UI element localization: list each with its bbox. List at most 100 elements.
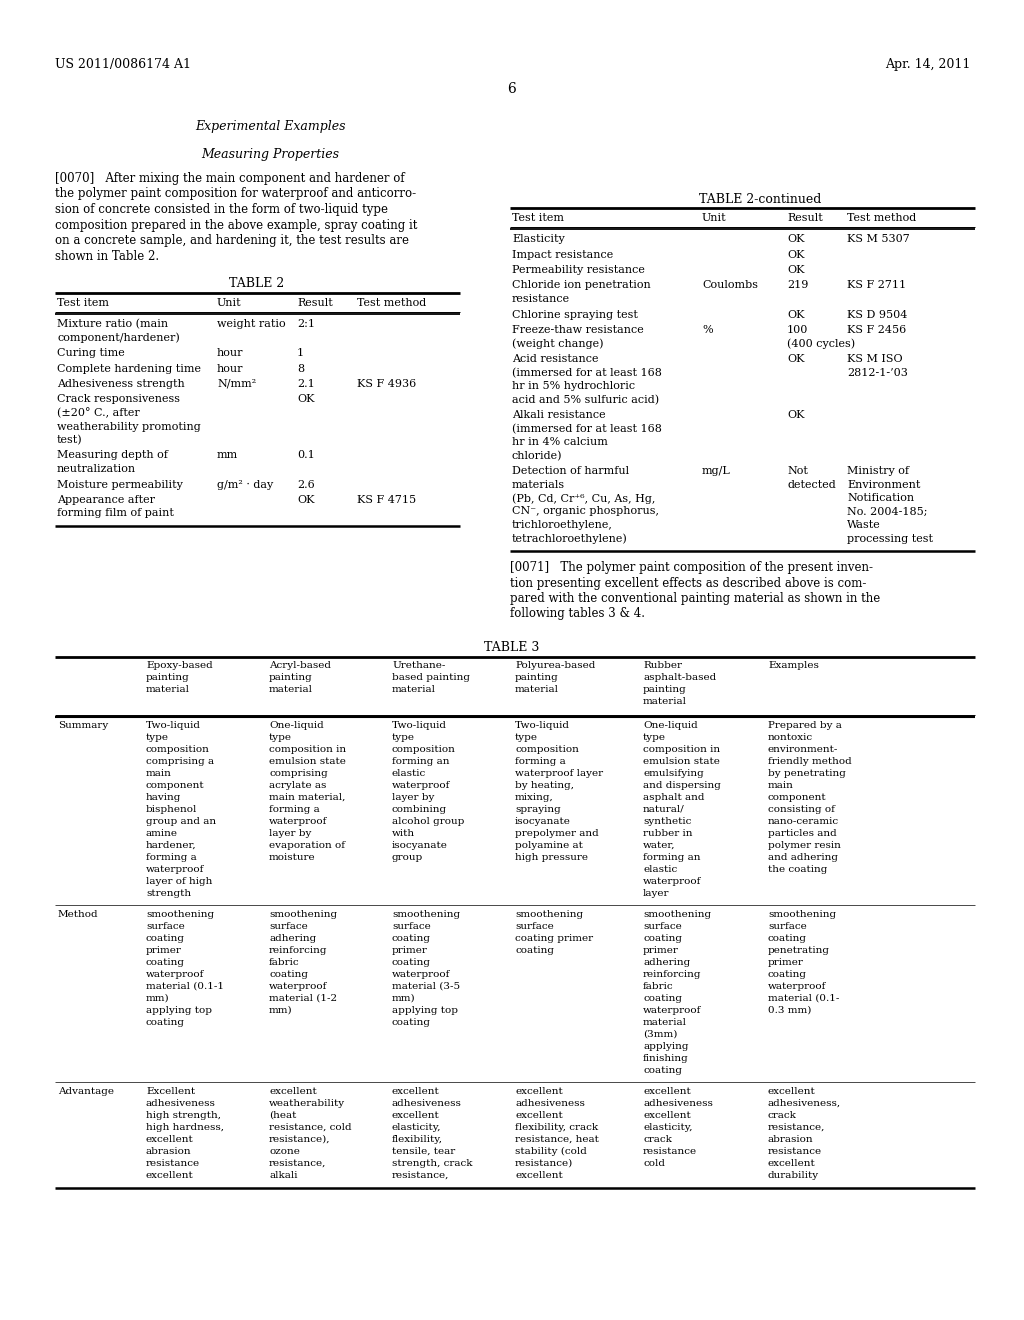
Text: Chloride ion penetration: Chloride ion penetration [512, 281, 650, 290]
Text: Two-liquid: Two-liquid [146, 721, 201, 730]
Text: tetrachloroethylene): tetrachloroethylene) [512, 533, 628, 544]
Text: OK: OK [787, 354, 805, 364]
Text: shown in Table 2.: shown in Table 2. [55, 249, 159, 263]
Text: material: material [643, 1018, 687, 1027]
Text: Unit: Unit [217, 298, 242, 308]
Text: high strength,: high strength, [146, 1111, 221, 1119]
Text: No. 2004-185;: No. 2004-185; [847, 507, 928, 516]
Text: Two-liquid: Two-liquid [515, 721, 570, 730]
Text: 6: 6 [508, 82, 516, 96]
Text: CN⁻, organic phosphorus,: CN⁻, organic phosphorus, [512, 507, 659, 516]
Text: composition in: composition in [643, 744, 720, 754]
Text: material (3-5: material (3-5 [392, 982, 460, 991]
Text: waterproof: waterproof [146, 970, 205, 979]
Text: hour: hour [217, 348, 244, 358]
Text: One-liquid: One-liquid [269, 721, 324, 730]
Text: strength, crack: strength, crack [392, 1159, 472, 1168]
Text: Measuring depth of: Measuring depth of [57, 450, 168, 461]
Text: alkali: alkali [269, 1171, 298, 1180]
Text: Appearance after: Appearance after [57, 495, 155, 506]
Text: [0071]   The polymer paint composition of the present inven-: [0071] The polymer paint composition of … [510, 561, 873, 574]
Text: flexibility,: flexibility, [392, 1135, 443, 1144]
Text: elastic: elastic [392, 770, 426, 777]
Text: neutralization: neutralization [57, 465, 136, 474]
Text: Test item: Test item [512, 213, 564, 223]
Text: OK: OK [787, 234, 805, 244]
Text: composition: composition [515, 744, 579, 754]
Text: smoothening: smoothening [768, 909, 837, 919]
Text: component/hardener): component/hardener) [57, 333, 180, 343]
Text: forming a: forming a [269, 805, 319, 814]
Text: polymer resin: polymer resin [768, 841, 841, 850]
Text: group: group [392, 853, 423, 862]
Text: 2812-1-’03: 2812-1-’03 [847, 367, 908, 378]
Text: and dispersing: and dispersing [643, 781, 721, 789]
Text: primer: primer [146, 946, 182, 954]
Text: smoothening: smoothening [515, 909, 583, 919]
Text: Coulombs: Coulombs [702, 281, 758, 290]
Text: material (0.1-: material (0.1- [768, 994, 840, 1003]
Text: surface: surface [146, 921, 184, 931]
Text: detected: detected [787, 479, 836, 490]
Text: amine: amine [146, 829, 178, 838]
Text: Freeze-thaw resistance: Freeze-thaw resistance [512, 325, 644, 335]
Text: (±20° C., after: (±20° C., after [57, 408, 139, 418]
Text: surface: surface [768, 921, 807, 931]
Text: asphalt-based: asphalt-based [643, 673, 716, 682]
Text: smoothening: smoothening [146, 909, 214, 919]
Text: coating: coating [515, 946, 554, 954]
Text: resistance: resistance [146, 1159, 200, 1168]
Text: Urethane-: Urethane- [392, 661, 445, 671]
Text: primer: primer [768, 958, 804, 968]
Text: adhesiveness: adhesiveness [392, 1100, 462, 1107]
Text: Method: Method [58, 909, 98, 919]
Text: coating: coating [146, 1018, 185, 1027]
Text: primer: primer [643, 946, 679, 954]
Text: KS M 5307: KS M 5307 [847, 234, 909, 244]
Text: chloride): chloride) [512, 450, 562, 461]
Text: Two-liquid: Two-liquid [392, 721, 447, 730]
Text: isocyanate: isocyanate [392, 841, 447, 850]
Text: the coating: the coating [768, 865, 827, 874]
Text: waterproof layer: waterproof layer [515, 770, 603, 777]
Text: Environment: Environment [847, 479, 921, 490]
Text: reinforcing: reinforcing [643, 970, 701, 979]
Text: trichloroethylene,: trichloroethylene, [512, 520, 613, 531]
Text: abrasion: abrasion [768, 1135, 814, 1144]
Text: Rubber: Rubber [643, 661, 682, 671]
Text: excellent: excellent [515, 1086, 563, 1096]
Text: Notification: Notification [847, 492, 914, 503]
Text: spraying: spraying [515, 805, 561, 814]
Text: adhesiveness: adhesiveness [515, 1100, 585, 1107]
Text: main: main [146, 770, 172, 777]
Text: composition in: composition in [269, 744, 346, 754]
Text: KS F 2456: KS F 2456 [847, 325, 906, 335]
Text: excellent: excellent [643, 1086, 691, 1096]
Text: Curing time: Curing time [57, 348, 125, 358]
Text: layer of high: layer of high [146, 876, 212, 886]
Text: Adhesiveness strength: Adhesiveness strength [57, 379, 184, 389]
Text: OK: OK [297, 495, 314, 506]
Text: by penetrating: by penetrating [768, 770, 846, 777]
Text: painting: painting [146, 673, 189, 682]
Text: hardener,: hardener, [146, 841, 197, 850]
Text: OK: OK [787, 411, 805, 420]
Text: (immersed for at least 168: (immersed for at least 168 [512, 367, 662, 378]
Text: layer: layer [643, 888, 670, 898]
Text: (3mm): (3mm) [643, 1030, 677, 1039]
Text: Measuring Properties: Measuring Properties [201, 148, 339, 161]
Text: applying top: applying top [392, 1006, 458, 1015]
Text: penetrating: penetrating [768, 946, 830, 954]
Text: weatherability: weatherability [269, 1100, 345, 1107]
Text: smoothening: smoothening [392, 909, 460, 919]
Text: applying: applying [643, 1041, 688, 1051]
Text: OK: OK [297, 395, 314, 404]
Text: 100: 100 [787, 325, 808, 335]
Text: excellent: excellent [392, 1086, 439, 1096]
Text: comprising: comprising [269, 770, 328, 777]
Text: waterproof: waterproof [269, 817, 328, 826]
Text: (immersed for at least 168: (immersed for at least 168 [512, 424, 662, 434]
Text: material: material [269, 685, 313, 694]
Text: Acid resistance: Acid resistance [512, 354, 598, 364]
Text: resistance): resistance) [515, 1159, 573, 1168]
